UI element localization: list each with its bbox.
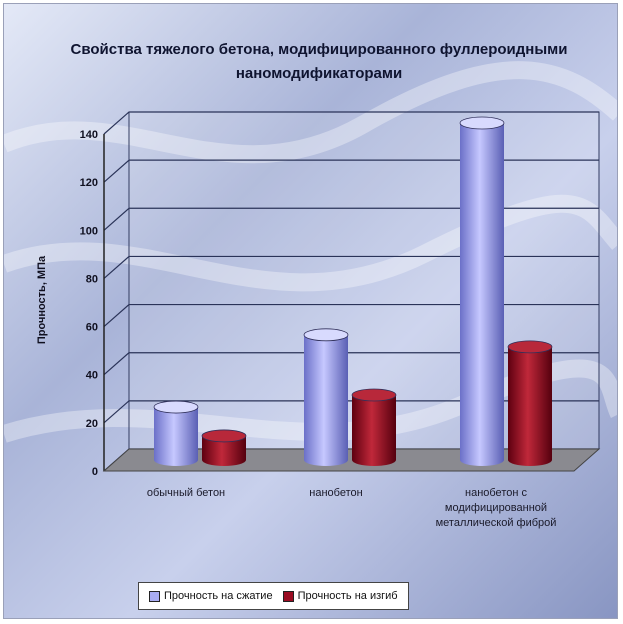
bar-top bbox=[201, 429, 247, 443]
bar-top bbox=[153, 400, 199, 414]
x-category-label: нанобетон bbox=[309, 487, 363, 499]
gridline-depth bbox=[103, 111, 130, 135]
y-tick-label: 20 bbox=[86, 418, 98, 430]
y-tick-label: 80 bbox=[86, 273, 98, 285]
y-tick-label: 40 bbox=[86, 370, 98, 382]
bar-base bbox=[508, 454, 552, 466]
gridline-depth bbox=[103, 352, 130, 376]
chart-canvas: 0 20 40 60 80 100 120 140 bbox=[4, 4, 617, 618]
gridline-depth bbox=[103, 207, 130, 231]
legend-label: Прочность на сжатие bbox=[164, 590, 273, 602]
bar-top bbox=[507, 340, 553, 354]
gridline-depth bbox=[103, 400, 130, 424]
bar-base bbox=[304, 454, 348, 466]
gridline-depth bbox=[103, 255, 130, 279]
x-category-label: нанобетон с модифицированной металлическ… bbox=[435, 487, 557, 529]
chart-background bbox=[4, 4, 617, 618]
x-category-label: обычный бетон bbox=[146, 487, 226, 499]
bar bbox=[304, 334, 348, 460]
y-axis-label: Прочность, МПа bbox=[36, 255, 48, 345]
chart-legend: Прочность на сжатие Прочность на изгиб bbox=[138, 582, 409, 610]
y-tick-label: 0 bbox=[92, 466, 98, 478]
chart-title: Свойства тяжелого бетона, модифицированн… bbox=[70, 41, 568, 82]
bar bbox=[352, 395, 396, 460]
y-tick-label: 100 bbox=[80, 225, 98, 237]
legend-item: Прочность на изгиб bbox=[282, 590, 398, 602]
bar bbox=[154, 407, 198, 460]
y-tick-label: 140 bbox=[80, 129, 98, 141]
bar-top bbox=[303, 328, 349, 342]
gridline-depth bbox=[103, 304, 130, 328]
bar-base bbox=[460, 454, 504, 466]
bar bbox=[460, 123, 504, 460]
y-tick-label: 120 bbox=[80, 177, 98, 189]
legend-swatch bbox=[149, 590, 160, 602]
y-tick-label: 60 bbox=[86, 322, 98, 334]
bar-base bbox=[202, 454, 246, 466]
legend-item: Прочность на сжатие bbox=[149, 590, 273, 602]
chart-frame: 0 20 40 60 80 100 120 140 Свойства тяжелого бет… bbox=[3, 3, 618, 619]
bar-base bbox=[352, 454, 396, 466]
bar-top bbox=[459, 116, 505, 130]
gridline-depth bbox=[103, 159, 130, 183]
bar-top bbox=[351, 388, 397, 402]
bar bbox=[508, 346, 552, 460]
legend-swatch bbox=[282, 590, 294, 602]
bar-base bbox=[154, 454, 198, 466]
legend-label: Прочность на изгиб bbox=[297, 590, 398, 602]
